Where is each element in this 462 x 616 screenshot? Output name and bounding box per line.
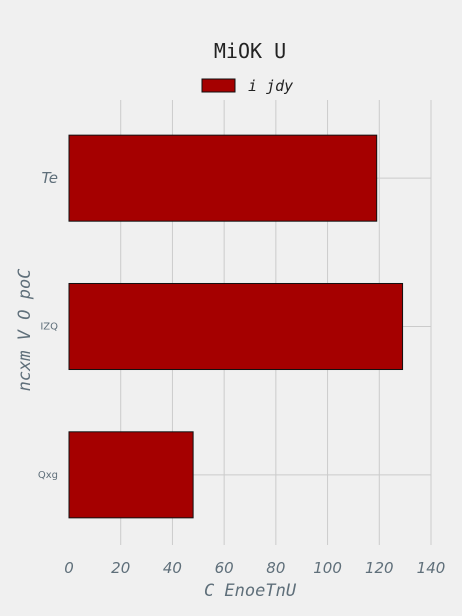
legend-swatch bbox=[201, 78, 236, 93]
x-tick-label: 100 bbox=[313, 559, 342, 577]
x-tick-label: 80 bbox=[266, 559, 285, 577]
y-tick-label: Te bbox=[41, 169, 58, 187]
y-axis-label: ncxm V O poC bbox=[15, 268, 35, 392]
legend: i jdy bbox=[201, 77, 293, 95]
y-tick-label: Qxg bbox=[38, 470, 58, 481]
y-tick-label: IZQ bbox=[40, 322, 58, 333]
x-tick-label: 140 bbox=[417, 559, 446, 577]
bars bbox=[68, 134, 404, 519]
x-tick-label: 0 bbox=[64, 559, 74, 577]
chart-title: MiOK U bbox=[214, 39, 286, 63]
x-tick-label: 20 bbox=[111, 559, 130, 577]
bar bbox=[68, 282, 404, 371]
bar bbox=[68, 431, 194, 519]
x-tick-labels: 0 20 40 60 80 100 120 140 bbox=[64, 559, 445, 577]
legend-label: i jdy bbox=[248, 77, 293, 95]
bar bbox=[68, 134, 378, 222]
y-tick-labels: Te IZQ Qxg bbox=[38, 169, 58, 481]
x-tick-label: 40 bbox=[163, 559, 182, 577]
x-tick-label: 60 bbox=[215, 559, 234, 577]
x-tick-label: 120 bbox=[365, 559, 394, 577]
x-axis-label: C EnoeTnU bbox=[204, 581, 297, 601]
